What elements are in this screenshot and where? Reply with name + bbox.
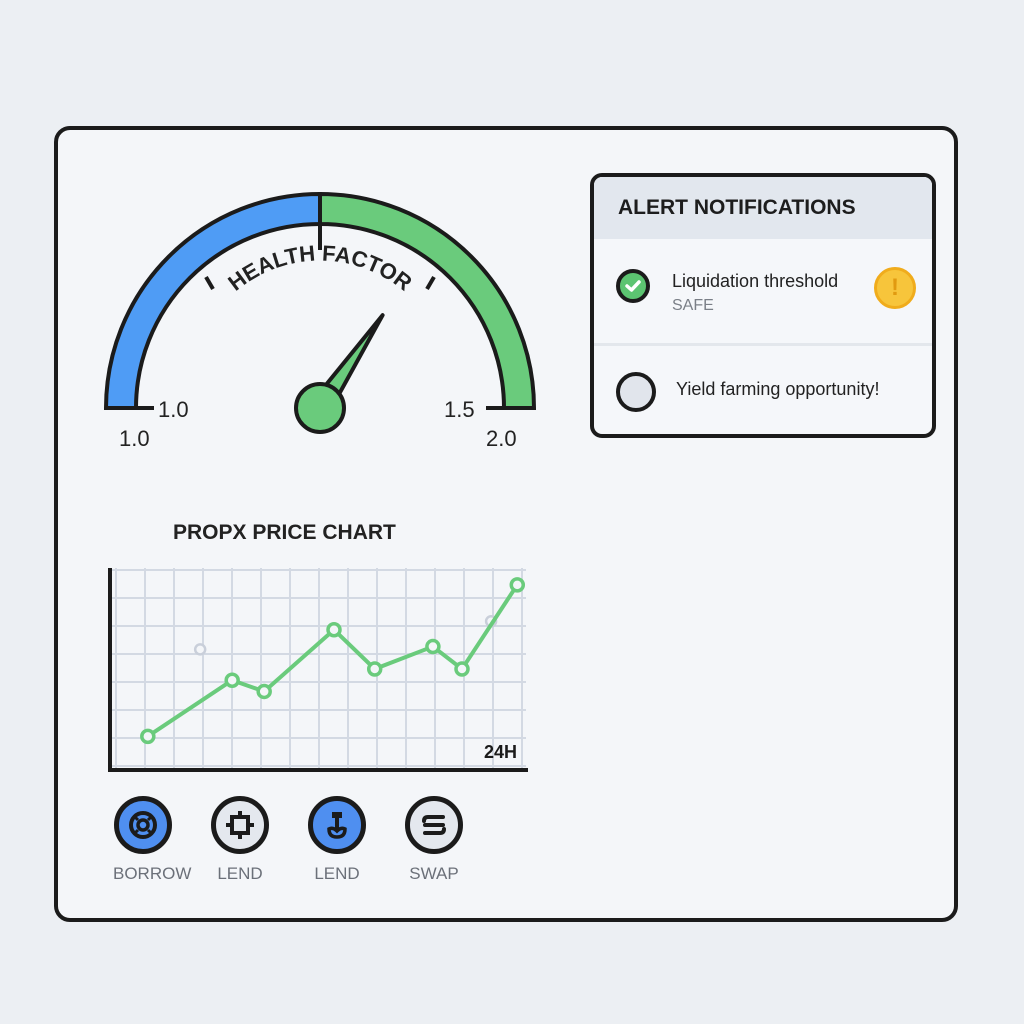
check-circle-icon bbox=[616, 269, 650, 303]
chip-icon bbox=[211, 796, 269, 854]
chart-title: PROPX PRICE CHART bbox=[173, 521, 396, 544]
action-label: LEND bbox=[217, 864, 263, 883]
action-lend[interactable]: LEND bbox=[210, 796, 270, 884]
ghost-point bbox=[193, 643, 207, 656]
borrow-icon bbox=[114, 796, 172, 854]
price-point[interactable] bbox=[366, 661, 383, 677]
price-point[interactable] bbox=[509, 577, 526, 593]
alert-text: Yield farming opportunity! bbox=[676, 379, 880, 399]
empty-circle-icon bbox=[616, 372, 656, 412]
warning-icon[interactable]: ! bbox=[874, 267, 916, 309]
needle-hub bbox=[294, 382, 346, 434]
gauge-needle bbox=[294, 313, 385, 434]
action-borrow[interactable]: BORROW bbox=[113, 796, 192, 884]
gauge-inner-min-label: 1.0 bbox=[158, 397, 189, 422]
chart-axes bbox=[108, 568, 528, 772]
alert-item-yield[interactable]: Yield farming opportunity! bbox=[594, 346, 932, 434]
action-label: SWAP bbox=[409, 864, 459, 883]
action-swap[interactable]: SWAP bbox=[404, 796, 464, 884]
alert-text: Liquidation threshold bbox=[672, 271, 839, 291]
action-label: LEND bbox=[314, 864, 360, 883]
gauge-blue-segment bbox=[103, 191, 322, 410]
alert-status: SAFE bbox=[672, 297, 714, 314]
price-point[interactable] bbox=[256, 683, 272, 700]
price-point[interactable] bbox=[425, 638, 441, 655]
action-label: BORROW bbox=[113, 864, 192, 883]
gauge-outer-min-label: 1.0 bbox=[119, 426, 150, 451]
gauge-green-segment bbox=[318, 191, 537, 410]
gauge-tick bbox=[204, 275, 215, 291]
health-factor-gauge: HEALTH FACTOR 1.0 1.5 1.0 2.0 bbox=[103, 191, 537, 451]
alert-notifications-panel: ALERT NOTIFICATIONS Liquidation threshol… bbox=[590, 173, 936, 438]
alert-panel-title: ALERT NOTIFICATIONS bbox=[594, 177, 932, 239]
gauge-outer-max-label: 2.0 bbox=[486, 426, 517, 451]
gauge-inner-mid-label: 1.5 bbox=[444, 397, 475, 422]
price-chart: 24H bbox=[108, 568, 528, 772]
price-point[interactable] bbox=[454, 661, 470, 677]
timeframe-label: 24H bbox=[484, 742, 517, 762]
gauge-title: HEALTH FACTOR bbox=[223, 241, 416, 296]
lend-icon bbox=[308, 796, 366, 854]
price-point[interactable] bbox=[140, 728, 156, 745]
alert-item-liquidation[interactable]: Liquidation threshold SAFE ! bbox=[594, 239, 932, 343]
alert-divider bbox=[594, 343, 932, 346]
price-point[interactable] bbox=[326, 621, 342, 638]
price-point[interactable] bbox=[224, 672, 240, 688]
swap-icon bbox=[405, 796, 463, 854]
gauge-tick bbox=[425, 275, 436, 291]
action-lend-2[interactable]: LEND bbox=[307, 796, 367, 884]
